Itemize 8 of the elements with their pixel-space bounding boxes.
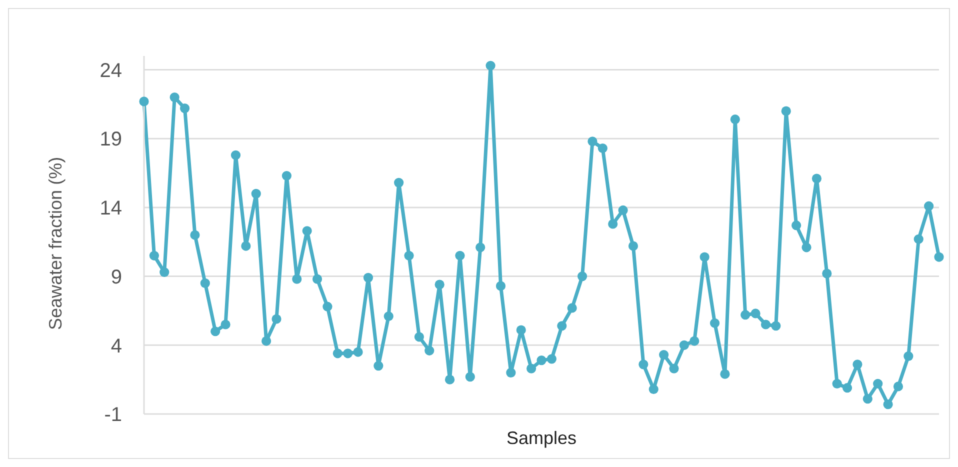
y-tick-label: 4 [110, 335, 122, 358]
y-tick-label: 19 [100, 128, 122, 151]
y-tick-label: 24 [100, 60, 122, 82]
y-tick-label: -1 [104, 404, 122, 426]
y-tick-label: 14 [100, 198, 122, 220]
y-tick-label: 9 [110, 266, 122, 288]
x-axis-title: Samples [506, 428, 577, 448]
y-axis-title: Seawater fraction (%) [45, 156, 66, 330]
